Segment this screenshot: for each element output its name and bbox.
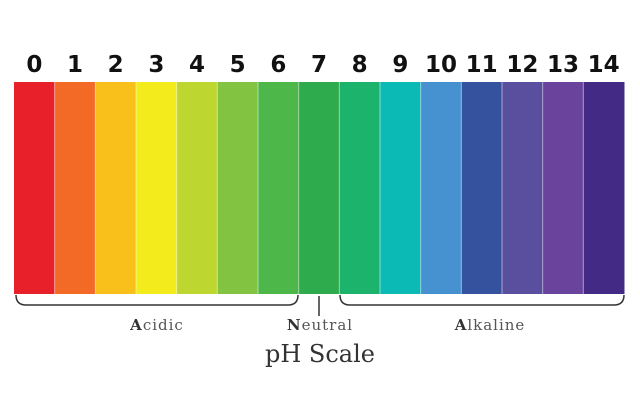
ph-number: 4 — [189, 52, 205, 78]
ph-number: 13 — [547, 52, 579, 78]
ph-number: 5 — [230, 52, 246, 78]
ph-number: 6 — [270, 52, 286, 78]
acidic-label: Acidic — [130, 316, 184, 334]
ph-band — [136, 82, 178, 294]
alkaline-bracket — [339, 294, 625, 306]
ph-band — [380, 82, 422, 294]
title: pH Scale — [265, 340, 375, 368]
ph-number: 9 — [392, 52, 408, 78]
ph-number: 14 — [588, 52, 620, 78]
acidic-bracket — [15, 294, 299, 306]
ph-band — [420, 82, 462, 294]
ph-band — [258, 82, 300, 294]
brackets — [15, 294, 625, 316]
ph-number: 2 — [108, 52, 124, 78]
ph-band — [217, 82, 259, 294]
ph-band — [176, 82, 218, 294]
ph-band — [14, 82, 56, 294]
alkaline-label: Alkaline — [454, 316, 526, 334]
ph-number: 10 — [425, 52, 457, 78]
ph-band — [502, 82, 544, 294]
ph-number: 12 — [506, 52, 538, 78]
ph-band — [461, 82, 503, 294]
ph-band — [339, 82, 381, 294]
ph-band — [54, 82, 96, 294]
ph-number: 3 — [148, 52, 164, 78]
ph-number: 0 — [26, 52, 42, 78]
ph-band — [583, 82, 625, 294]
ph-number: 7 — [311, 52, 327, 78]
ph-number: 1 — [67, 52, 83, 78]
neutral-label: Neutral — [286, 316, 354, 334]
ph-band — [542, 82, 584, 294]
ph-number: 11 — [466, 52, 498, 78]
ph-number: 8 — [352, 52, 368, 78]
ph-band — [298, 82, 340, 294]
ph-band — [95, 82, 137, 294]
